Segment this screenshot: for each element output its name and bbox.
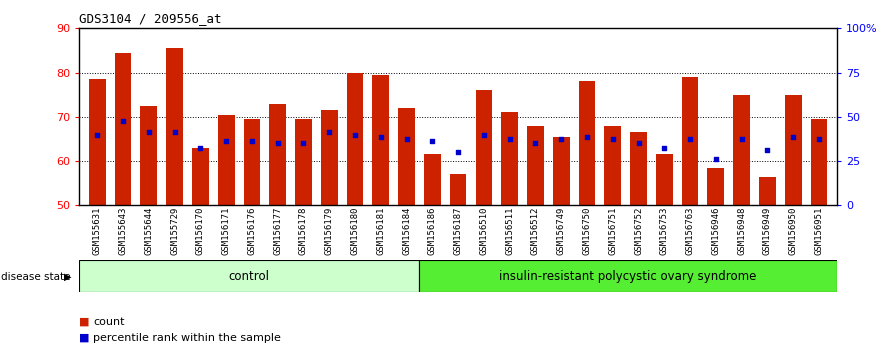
Text: percentile rank within the sample: percentile rank within the sample [93, 333, 281, 343]
Point [90, 132, 104, 137]
Bar [759, 177, 776, 205]
Point [657, 145, 671, 151]
Text: disease state: disease state [1, 272, 70, 282]
Point [142, 130, 156, 135]
Bar [579, 81, 596, 205]
Bar [527, 126, 544, 205]
Bar [79, 260, 419, 292]
Bar [89, 79, 106, 205]
Point [735, 136, 749, 142]
Point [529, 141, 543, 146]
Point [296, 141, 310, 146]
Bar [243, 119, 260, 205]
Text: GSM156186: GSM156186 [428, 207, 437, 255]
Point [554, 136, 568, 142]
Text: GSM155729: GSM155729 [170, 207, 179, 255]
Bar [476, 90, 492, 205]
Bar [501, 113, 518, 205]
Bar [682, 77, 699, 205]
Text: GSM156180: GSM156180 [351, 207, 359, 255]
Point [399, 136, 413, 142]
Bar [656, 154, 673, 205]
Text: ▶: ▶ [64, 272, 72, 282]
Text: control: control [228, 270, 270, 282]
Point [503, 136, 517, 142]
Bar [424, 154, 440, 205]
Bar [192, 148, 209, 205]
Text: GSM156179: GSM156179 [325, 207, 334, 255]
Text: GSM156950: GSM156950 [788, 207, 797, 255]
Text: GSM156184: GSM156184 [402, 207, 411, 255]
Text: GSM156171: GSM156171 [222, 207, 231, 255]
Text: GSM156752: GSM156752 [634, 207, 643, 255]
Bar [167, 48, 183, 205]
Bar [630, 132, 647, 205]
Point [709, 156, 723, 162]
Text: GSM156948: GSM156948 [737, 207, 746, 255]
Point [245, 138, 259, 144]
Point [477, 132, 491, 137]
Bar [785, 95, 802, 205]
Bar [218, 115, 234, 205]
Text: GSM155631: GSM155631 [93, 207, 102, 255]
Point [322, 130, 337, 135]
Point [348, 132, 362, 137]
Text: GSM155644: GSM155644 [144, 207, 153, 255]
Bar [449, 175, 467, 205]
Bar [321, 110, 337, 205]
Text: GSM156511: GSM156511 [505, 207, 515, 255]
Text: GSM156178: GSM156178 [299, 207, 308, 255]
Point [167, 130, 181, 135]
Bar [733, 95, 750, 205]
Point [580, 134, 594, 139]
Text: count: count [93, 317, 125, 327]
Text: GSM156181: GSM156181 [376, 207, 385, 255]
Text: GSM156763: GSM156763 [685, 207, 694, 255]
Point [219, 138, 233, 144]
Point [632, 141, 646, 146]
Text: GSM156753: GSM156753 [660, 207, 669, 255]
Bar [811, 119, 827, 205]
Text: GSM156750: GSM156750 [582, 207, 591, 255]
Text: GDS3104 / 209556_at: GDS3104 / 209556_at [79, 12, 222, 25]
Bar [707, 168, 724, 205]
Text: GSM156946: GSM156946 [711, 207, 721, 255]
Bar [270, 104, 286, 205]
Text: GSM156749: GSM156749 [557, 207, 566, 255]
Point [193, 145, 207, 151]
Text: GSM156951: GSM156951 [814, 207, 824, 255]
Point [812, 136, 826, 142]
Text: GSM155643: GSM155643 [119, 207, 128, 255]
Point [270, 141, 285, 146]
Bar [295, 119, 312, 205]
Point [786, 134, 800, 139]
Bar [553, 137, 570, 205]
Text: GSM156510: GSM156510 [479, 207, 488, 255]
Text: GSM156177: GSM156177 [273, 207, 282, 255]
Text: GSM156170: GSM156170 [196, 207, 205, 255]
Text: insulin-resistant polycystic ovary syndrome: insulin-resistant polycystic ovary syndr… [500, 270, 757, 282]
Bar [346, 73, 364, 205]
Point [374, 134, 388, 139]
Point [451, 149, 465, 155]
Bar [373, 75, 389, 205]
Text: GSM156187: GSM156187 [454, 207, 463, 255]
Text: GSM156176: GSM156176 [248, 207, 256, 255]
Point [760, 147, 774, 153]
Text: GSM156949: GSM156949 [763, 207, 772, 255]
Point [426, 138, 440, 144]
Bar [419, 260, 837, 292]
Bar [140, 106, 157, 205]
Text: ■: ■ [79, 333, 90, 343]
Text: GSM156751: GSM156751 [608, 207, 618, 255]
Text: ■: ■ [79, 317, 90, 327]
Bar [115, 53, 131, 205]
Text: GSM156512: GSM156512 [531, 207, 540, 255]
Point [606, 136, 620, 142]
Bar [604, 126, 621, 205]
Bar [398, 108, 415, 205]
Point [683, 136, 697, 142]
Point [116, 118, 130, 124]
